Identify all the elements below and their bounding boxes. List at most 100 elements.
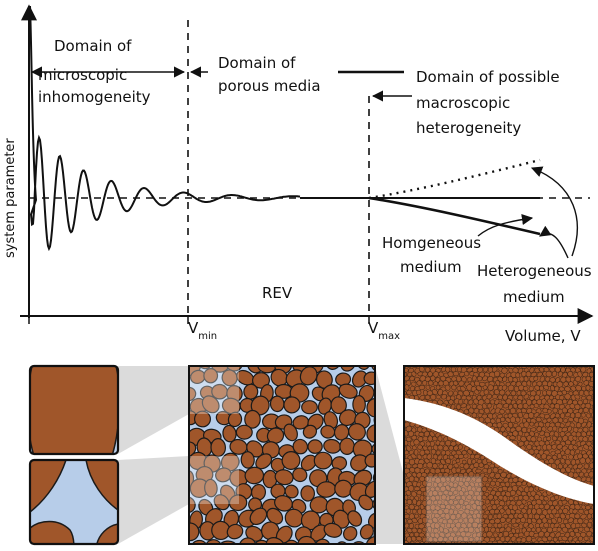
grain — [428, 436, 433, 442]
grain — [168, 524, 182, 538]
grain — [490, 464, 495, 468]
grain — [568, 455, 573, 460]
grain — [317, 341, 337, 359]
grain — [503, 496, 508, 502]
grain — [381, 339, 402, 360]
grain — [395, 436, 401, 441]
homogeneous-label: Homgeneous medium — [382, 234, 486, 276]
grain — [409, 358, 416, 365]
grain — [583, 380, 589, 385]
grain — [569, 358, 576, 364]
grain — [450, 357, 457, 364]
grain — [500, 472, 506, 478]
connector-rev — [375, 366, 404, 544]
grain — [414, 358, 419, 364]
grain — [395, 390, 402, 396]
grain — [472, 404, 477, 409]
grain — [482, 476, 488, 482]
grain — [396, 408, 401, 414]
grain — [533, 357, 540, 364]
grain — [431, 449, 436, 454]
grain — [423, 358, 431, 365]
grain — [453, 371, 459, 376]
grain — [398, 450, 403, 456]
grain — [471, 357, 478, 364]
grain — [458, 399, 462, 404]
grain — [404, 357, 410, 363]
grain — [173, 343, 189, 358]
y-axis-label: system parameter — [3, 138, 18, 258]
grain — [211, 438, 226, 457]
grain — [366, 340, 384, 358]
grain — [584, 463, 590, 469]
grain — [420, 495, 425, 501]
grain — [353, 395, 366, 413]
grain — [539, 386, 544, 391]
grain — [487, 357, 495, 365]
grain — [579, 527, 584, 531]
grain — [302, 401, 318, 414]
grain — [466, 358, 472, 363]
grain — [513, 359, 519, 365]
grain — [416, 536, 422, 541]
grain — [241, 451, 255, 468]
grain — [485, 483, 490, 488]
grain — [396, 399, 403, 406]
grain — [436, 395, 440, 399]
grain — [340, 438, 355, 455]
grain — [308, 440, 323, 454]
grain — [395, 380, 401, 387]
grain — [426, 385, 431, 390]
rev-window-highlight — [426, 476, 482, 542]
grain — [441, 356, 447, 363]
grain — [396, 427, 401, 432]
grain — [455, 358, 461, 363]
grain — [396, 373, 402, 378]
grain — [419, 357, 424, 363]
grain — [584, 536, 589, 541]
grain — [449, 455, 453, 459]
grain — [517, 358, 523, 363]
grain — [565, 358, 571, 365]
grain — [419, 432, 425, 437]
grain — [528, 412, 534, 418]
grain — [169, 536, 188, 546]
grain — [394, 418, 401, 425]
grain — [380, 366, 399, 385]
x-axis-label: Volume, V — [505, 327, 581, 345]
grain — [506, 358, 513, 365]
grain — [494, 500, 499, 505]
grain — [516, 482, 522, 487]
grain — [314, 452, 332, 469]
grain — [510, 436, 516, 440]
grain — [553, 426, 557, 431]
grain — [268, 341, 289, 357]
grain — [344, 337, 366, 358]
heterogeneous-arrow-lower — [540, 233, 568, 258]
heterogeneous-down-curve — [369, 198, 540, 234]
grain — [513, 523, 519, 528]
grain — [417, 490, 423, 495]
porous-domain-label: Domain of porous media — [218, 54, 321, 95]
grain — [335, 343, 351, 358]
plot-area: system parameter Volume, V Vmin Vmax Dom… — [3, 6, 596, 345]
zoom-pore-tile — [30, 460, 118, 546]
connector-pore — [118, 456, 189, 544]
grain — [476, 357, 483, 364]
grain — [492, 394, 497, 399]
rev-label: REV — [262, 284, 293, 302]
grain — [528, 357, 534, 363]
macro-sample-panel — [394, 356, 598, 546]
grain — [575, 459, 580, 464]
heterogeneous-arrow-upper — [532, 168, 577, 256]
vmax-label: Vmax — [368, 319, 400, 342]
grain — [586, 458, 591, 464]
grain — [528, 514, 532, 519]
grain — [231, 335, 255, 359]
grain — [575, 523, 580, 528]
macro-domain-label: Domain of possible macroscopic heterogen… — [416, 68, 564, 137]
grain — [492, 358, 498, 365]
grain — [586, 358, 591, 364]
